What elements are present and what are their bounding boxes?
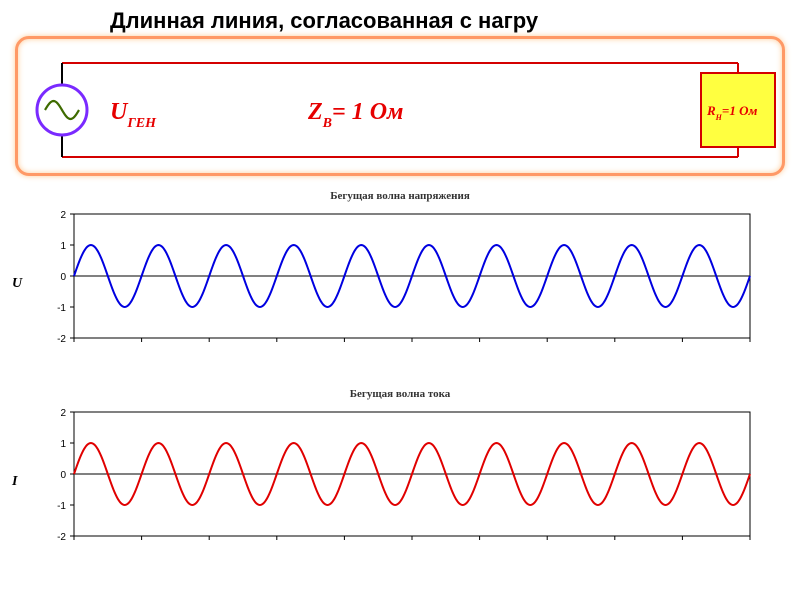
svg-text:0: 0 bbox=[60, 470, 66, 481]
voltage-wave-svg: -2 -1 0 1 2 bbox=[40, 206, 760, 356]
page-title: Длинная линия, согласованная с нагру bbox=[110, 8, 538, 34]
svg-text:-2: -2 bbox=[57, 532, 66, 543]
svg-text:-1: -1 bbox=[57, 501, 66, 512]
voltage-ylabel: U bbox=[12, 276, 22, 292]
voltage-chart-title: Бегущая волна напряжения bbox=[40, 190, 760, 202]
svg-text:ZВ= 1 Ом: ZВ= 1 Ом bbox=[307, 99, 403, 131]
svg-text:2: 2 bbox=[60, 408, 66, 419]
svg-text:UГЕН: UГЕН bbox=[110, 99, 157, 131]
svg-text:1: 1 bbox=[60, 439, 66, 450]
current-wave-svg: -2 -1 0 1 2 bbox=[40, 404, 760, 554]
voltage-chart: Бегущая волна напряжения U -2-1012 bbox=[40, 190, 760, 361]
svg-text:-2: -2 bbox=[57, 334, 66, 345]
current-chart: Бегущая волна тока I -2-1012 bbox=[40, 388, 760, 559]
svg-text:-1: -1 bbox=[57, 303, 66, 314]
circuit-diagram: UГЕНZВ= 1 ОмRН=1 Ом bbox=[15, 36, 785, 176]
svg-text:1: 1 bbox=[60, 241, 66, 252]
current-ylabel: I bbox=[12, 474, 17, 490]
circuit-svg: UГЕНZВ= 1 ОмRН=1 Ом bbox=[18, 39, 788, 179]
svg-text:2: 2 bbox=[60, 210, 66, 221]
svg-text:0: 0 bbox=[60, 272, 66, 283]
current-chart-title: Бегущая волна тока bbox=[40, 388, 760, 400]
